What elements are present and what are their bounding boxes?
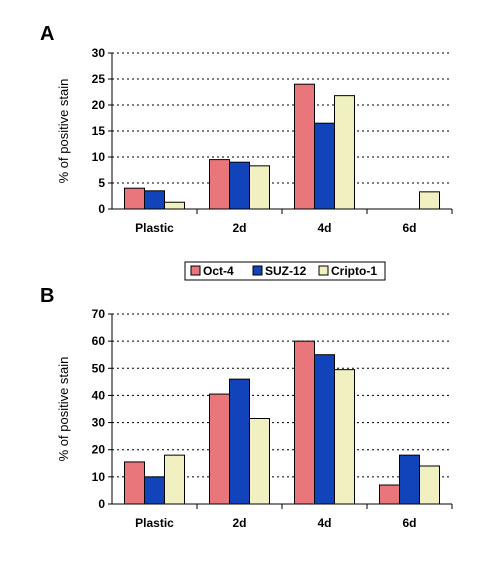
y-tick-label: 20 <box>92 98 106 112</box>
bar-suz-12 <box>229 161 250 210</box>
y-tick-label: 5 <box>98 176 105 190</box>
y-tick-label: 0 <box>98 497 105 511</box>
x-category-label: 2d <box>232 516 246 530</box>
bar-cripto-1 <box>334 95 355 210</box>
bar-oct-4 <box>209 159 230 210</box>
y-tick-label: 15 <box>92 124 106 138</box>
y-tick-label: 25 <box>92 72 106 86</box>
bar-cripto-1 <box>164 201 185 210</box>
legend-label: Cripto-1 <box>331 264 377 278</box>
bar-suz-12 <box>314 122 335 210</box>
bar-suz-12 <box>144 190 165 210</box>
bar-oct-4 <box>379 484 400 505</box>
bar-oct-4 <box>209 393 230 505</box>
bar-cripto-1 <box>249 418 270 505</box>
legend-label: Oct-4 <box>203 264 234 278</box>
bar-suz-12 <box>144 476 165 505</box>
x-category-label: 2d <box>232 221 246 235</box>
legend-swatch <box>318 265 329 276</box>
legend-swatch <box>190 265 201 276</box>
y-tick-label: 30 <box>92 46 106 60</box>
y-tick-label: 50 <box>92 361 106 375</box>
x-category-label: 6d <box>402 516 416 530</box>
y-tick-label: 40 <box>92 388 106 402</box>
bar-suz-12 <box>399 454 420 505</box>
bar-oct-4 <box>124 187 145 210</box>
x-category-label: Plastic <box>135 221 174 235</box>
bar-cripto-1 <box>419 191 440 210</box>
x-category-label: 4d <box>317 516 331 530</box>
y-tick-label: 60 <box>92 334 106 348</box>
x-category-label: 6d <box>402 221 416 235</box>
bar-suz-12 <box>314 354 335 505</box>
x-category-label: 4d <box>317 221 331 235</box>
y-tick-label: 10 <box>92 470 106 484</box>
bar-oct-4 <box>294 83 315 210</box>
bar-cripto-1 <box>249 165 270 210</box>
y-tick-label: 20 <box>92 443 106 457</box>
bar-oct-4 <box>124 461 145 505</box>
bar-cripto-1 <box>419 465 440 505</box>
bar-oct-4 <box>294 340 315 505</box>
y-tick-label: 70 <box>92 307 106 321</box>
bar-cripto-1 <box>164 454 185 505</box>
y-tick-label: 0 <box>98 202 105 216</box>
x-category-label: Plastic <box>135 516 174 530</box>
y-tick-label: 10 <box>92 150 106 164</box>
legend-box <box>184 261 386 281</box>
y-axis-title: % of positive stain <box>56 357 71 462</box>
legend-label: SUZ-12 <box>265 264 307 278</box>
y-tick-label: 30 <box>92 416 106 430</box>
panel-label: B <box>40 285 54 307</box>
legend-swatch <box>252 265 263 276</box>
y-axis-title: % of positive stain <box>56 79 71 184</box>
bar-suz-12 <box>229 378 250 505</box>
bar-cripto-1 <box>334 369 355 505</box>
panel-label: A <box>40 23 54 45</box>
